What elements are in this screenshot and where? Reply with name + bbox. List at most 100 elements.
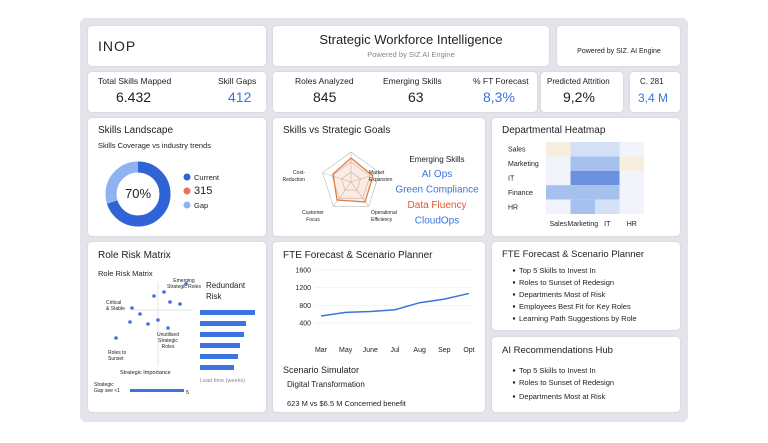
side-note: Lead time (weeks): [200, 378, 245, 384]
list-item: Roles to Sunset of Redesign: [519, 378, 614, 387]
card-title: Skills Landscape: [98, 125, 173, 136]
list-item: Employees Best Fit for Key Roles: [519, 302, 631, 311]
kpi: C. 281 3,4 M: [638, 77, 668, 105]
card-title: AI Recommendations Hub: [502, 345, 613, 356]
row-label: IT: [508, 176, 515, 183]
scatter-dots: [114, 282, 188, 340]
x-tick-label: June: [363, 347, 378, 354]
heat-cell: [570, 199, 595, 214]
heat-cell: [546, 156, 571, 171]
radar-axis: [322, 172, 352, 183]
label-line: Emerging: [173, 278, 195, 284]
label-line: Gap see <1: [94, 388, 120, 394]
fte-card: FTE Forecast & Scenario Planner Scenario…: [273, 242, 485, 412]
skills-landscape: Skills Landscape Skills Coverage vs indu…: [98, 125, 220, 227]
x-tick-label: May: [339, 347, 353, 354]
logo-card: INOP: [88, 26, 266, 66]
label-line: Unutilised: [157, 332, 179, 338]
x-tick-label: Mar: [315, 347, 328, 354]
kpi-value: 845: [313, 89, 337, 105]
x-tick-label: Opt: [463, 347, 474, 354]
label-line: Efficiency: [371, 217, 393, 223]
radar-shape: [332, 157, 374, 203]
heat-cell: [570, 156, 595, 171]
y-tick-label: 400: [299, 321, 311, 328]
card-title: FTE Forecast & Scenario Planner: [283, 250, 433, 261]
kpi-card: C. 281 3,4 M: [630, 72, 680, 112]
heat-cell: [595, 199, 620, 214]
kpi-label: Roles Analyzed: [295, 76, 354, 86]
section-title: Scenario Simulator: [283, 365, 359, 375]
bullet: [512, 369, 516, 372]
skills-card: Skills Landscape Skills Coverage vs indu…: [88, 118, 266, 236]
radar-grid: [322, 151, 380, 207]
kpi-value: 9,2%: [563, 89, 595, 105]
label-line: Cost-: [293, 170, 305, 176]
bullet: [512, 305, 516, 308]
skill-item: Green Compliance: [395, 185, 479, 196]
col-label: Sales: [549, 221, 567, 228]
bullet: [512, 381, 516, 384]
y-tick-label: 1200: [295, 285, 311, 292]
radar-axis: [350, 181, 369, 207]
heat-cell: [619, 199, 644, 214]
legend-label: 315: [194, 185, 212, 197]
y-tick-label: 1600: [295, 268, 311, 275]
list-item: Departments Most at Risk: [519, 392, 606, 401]
x-tick-label: Aug: [413, 347, 426, 354]
kpi-value: 8,3%: [483, 89, 515, 105]
heat-cell: [546, 199, 571, 214]
list-item: Learning Path Suggestions by Role: [519, 314, 637, 323]
label-line: Strategic Roles: [167, 284, 201, 290]
kpi: Predicted Attrition 9,2%: [547, 77, 610, 105]
list-item: Roles to Sunset of Redesign: [519, 278, 614, 287]
title-text: Strategic Workforce Intelligence: [319, 32, 502, 47]
heat-cell: [546, 185, 571, 200]
strategic-goals: Skills vs Strategic Goals Emerging Skill…: [282, 125, 479, 227]
kpi-value: 63: [408, 89, 424, 105]
subtitle-text: Powered by SIZ AI Engine: [367, 50, 455, 59]
kpi-card: Roles Analyzed 845 Emerging Skills 63 % …: [273, 72, 537, 112]
kpi-card: Predicted Attrition 9,2%: [541, 72, 623, 112]
kpi: Roles Analyzed 845 Emerging Skills 63 % …: [295, 76, 529, 105]
label-line: Expansion: [369, 177, 393, 183]
kpi-value: 6.432: [116, 89, 151, 105]
col-label: HR: [627, 221, 637, 228]
legend-dot: [183, 173, 191, 181]
kpi: Total Skills Mapped 6.432 Skill Gaps 412: [98, 76, 256, 105]
heat-cell: [595, 185, 620, 200]
ai-hub: AI Recommendations Hub Top 5 Skills to In…: [502, 345, 614, 401]
skill-item: Data Fluency: [408, 200, 467, 211]
radar-axis: [333, 181, 352, 207]
skill-item: AI Ops: [422, 169, 453, 180]
list-item: Top 5 Skills to Invest In: [519, 366, 596, 375]
heat-cell: [546, 142, 571, 157]
bullet: [512, 281, 516, 284]
legend-label: Current: [194, 173, 220, 182]
card-subtitle: Skills Coverage vs industry trends: [98, 141, 211, 150]
label-line: Redundant: [206, 281, 246, 290]
list-item: Departments Most of Risk: [519, 290, 606, 299]
bullet: [512, 269, 516, 272]
kpi-label: % FT Forecast: [473, 76, 529, 86]
legend-dot: [183, 187, 191, 195]
heat-cell: [595, 156, 620, 171]
goals-card: Skills vs Strategic Goals Emerging Skill…: [273, 118, 485, 236]
label-line: Reduction: [282, 177, 305, 183]
heat-cell: [619, 142, 644, 157]
heatmap: Departmental HeatmapSalesMarketingITFina…: [502, 125, 644, 228]
heat-cell: [570, 142, 595, 157]
heat-cell: [595, 142, 620, 157]
label-line: Market: [369, 170, 385, 176]
axis-label: Strategic Importance: [120, 370, 171, 376]
label-line: Roles: [162, 344, 175, 350]
hub-card: AI Recommendations Hub Top 5 Skills to In…: [492, 337, 680, 412]
skill-item: CloudOps: [415, 216, 459, 227]
x-tick-label: Sep: [438, 347, 451, 354]
heatmap-card: Departmental Heatmap Sales Marketing IT Fina…: [492, 118, 680, 236]
powered: Powered by SIZ. AI Engine: [577, 48, 661, 55]
title-card: Strategic Workforce Intelligence Powered…: [273, 26, 549, 66]
risk-card: Role Risk Matrix Role Risk Matrix Strate…: [88, 242, 266, 412]
heat-cell: [595, 170, 620, 186]
